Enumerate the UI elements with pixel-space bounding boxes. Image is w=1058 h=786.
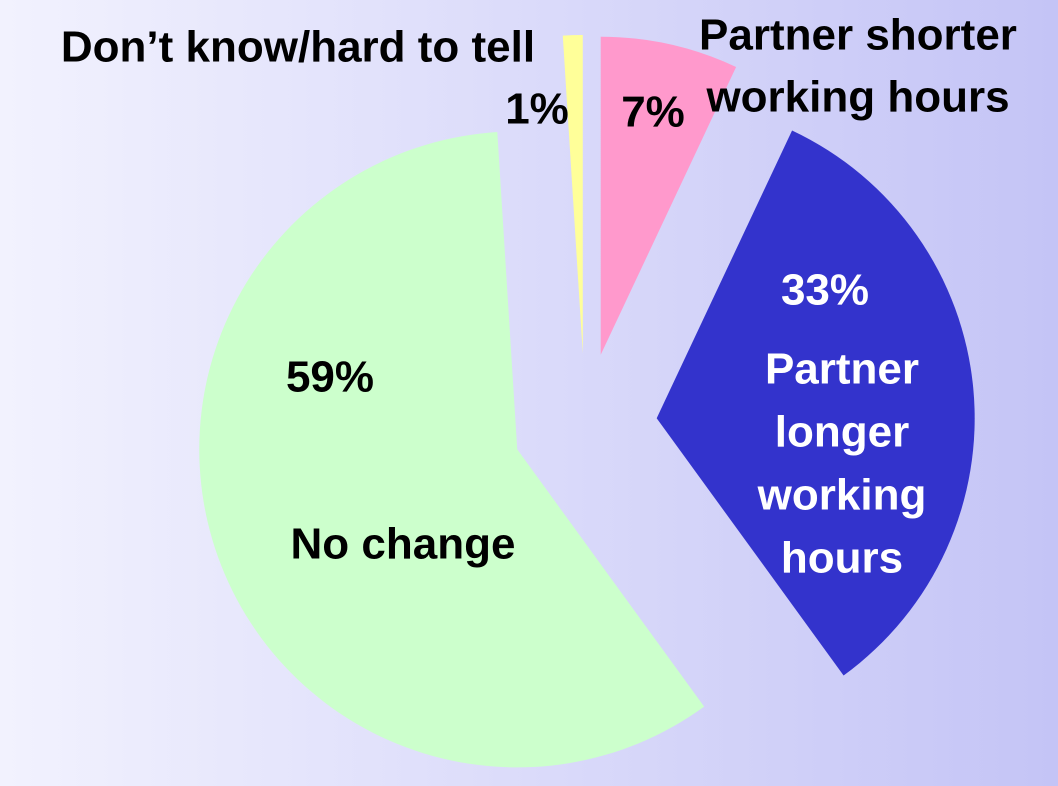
- category-label: longer: [775, 408, 909, 457]
- category-label: Partner: [765, 345, 919, 394]
- value-label: 1%: [505, 85, 569, 134]
- pie-slice: [656, 130, 975, 676]
- category-label: hours: [781, 534, 903, 583]
- pie-slice: [562, 35, 583, 354]
- category-label: working: [757, 471, 927, 520]
- pie: [199, 35, 975, 768]
- value-label: 59%: [286, 353, 374, 402]
- category-label: Partner shorter: [699, 11, 1017, 60]
- value-label: 33%: [781, 266, 869, 315]
- pie-slice: [600, 36, 737, 355]
- category-label: No change: [291, 520, 516, 569]
- pie-slice: [199, 132, 705, 768]
- value-label: 7%: [621, 88, 685, 137]
- labels: 7% Partner shorter working hours 33% Partner…: [61, 11, 1017, 583]
- category-label: working hours: [705, 73, 1009, 122]
- category-label: Don’t know/hard to tell: [61, 23, 535, 72]
